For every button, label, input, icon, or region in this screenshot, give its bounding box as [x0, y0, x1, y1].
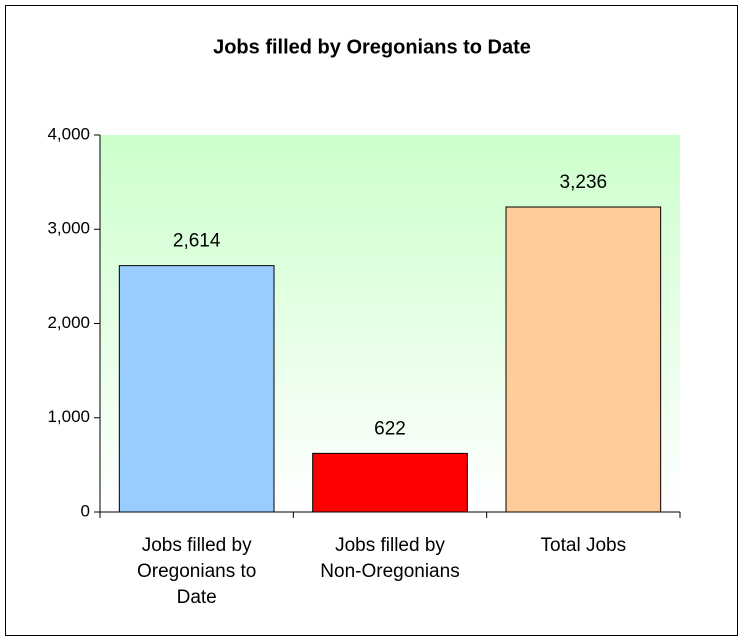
y-tick-label: 2,000 — [47, 313, 90, 332]
chart-title: Jobs filled by Oregonians to Date — [213, 36, 531, 58]
y-tick-label: 1,000 — [47, 407, 90, 426]
bar — [505, 206, 662, 513]
x-tick-label: Total Jobs — [541, 535, 627, 556]
y-tick-label: 4,000 — [47, 124, 90, 143]
x-tick-label: Jobs filled by Oregonians to Date — [137, 535, 256, 608]
y-tick-label: 0 — [81, 501, 90, 520]
bar — [118, 265, 275, 513]
value-label: 3,236 — [560, 172, 608, 193]
bar — [312, 452, 468, 513]
x-tick-label: Jobs filled by Non-Oregonians — [320, 535, 459, 582]
value-label: 2,614 — [173, 231, 221, 252]
value-label: 622 — [374, 418, 406, 439]
y-tick-label: 3,000 — [47, 219, 90, 238]
